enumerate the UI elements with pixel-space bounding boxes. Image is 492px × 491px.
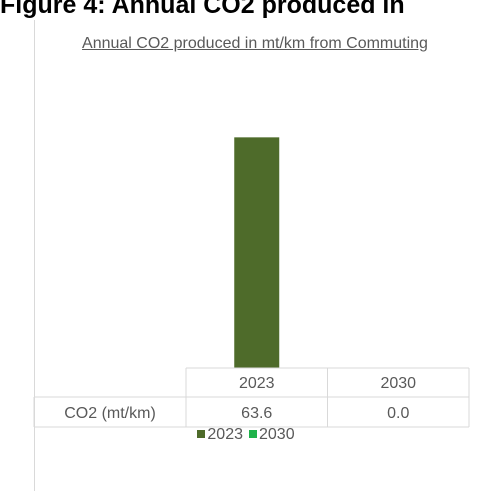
chart-title: Annual CO2 produced in mt/km from Commut… bbox=[82, 35, 428, 52]
chart-area-border bbox=[34, 20, 35, 491]
table-row-label: CO2 (mt/km) bbox=[64, 405, 156, 422]
legend-item-2030: 2030 bbox=[249, 425, 295, 445]
legend-label: 2023 bbox=[207, 426, 243, 443]
table-header-2023: 2023 bbox=[239, 375, 275, 392]
figure-heading: Figure 4: Annual CO2 produced in bbox=[0, 0, 405, 19]
table-value-2030: 0.0 bbox=[387, 405, 409, 422]
chart-legend: 2023 2030 bbox=[0, 425, 492, 445]
legend-item-2023: 2023 bbox=[197, 425, 243, 445]
table-value-2023: 63.6 bbox=[241, 405, 272, 422]
legend-swatch bbox=[249, 430, 257, 438]
table-header-2030: 2030 bbox=[380, 375, 416, 392]
legend-label: 2030 bbox=[259, 426, 295, 443]
bar-2023 bbox=[234, 137, 280, 368]
legend-swatch bbox=[197, 430, 206, 438]
